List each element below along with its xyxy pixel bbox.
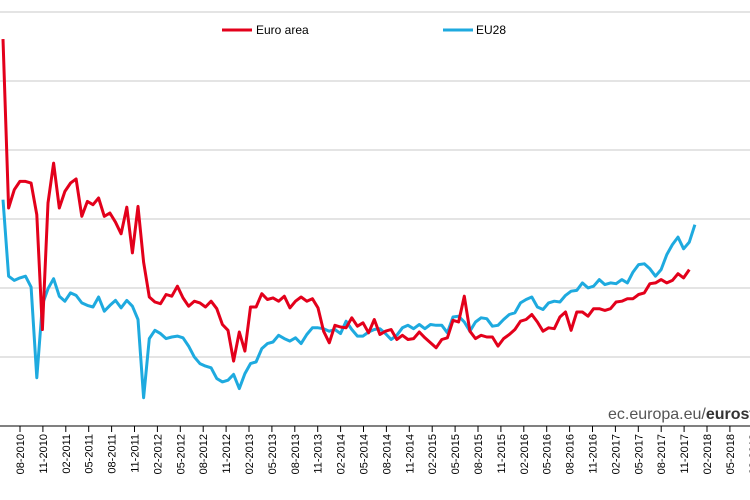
x-tick-label: 11-2012 [221,434,233,474]
source-credit: ec.europa.eu/eurost [608,406,750,423]
x-tick-label: 11-2010 [38,434,50,474]
x-tick-label: 11-2017 [679,434,691,474]
x-tick-label: 11-2011 [130,434,142,473]
x-tick-label: 05-2013 [267,434,279,474]
x-tick-label: 11-2013 [313,434,325,474]
x-tick-label: 08-2016 [565,434,577,474]
x-tick-label: 05-2018 [725,434,737,474]
x-tick-label: 05-2014 [359,434,371,474]
legend: Euro area EU28 [222,23,506,37]
x-tick-label: 08-2018 [748,434,750,474]
x-tick-label: 08-2017 [656,434,668,474]
x-tick-label: 05-2017 [633,434,645,474]
x-tick-label: 02-2018 [702,434,714,474]
x-tick-label: 02-2014 [336,434,348,474]
x-tick-label: 02-2012 [152,434,164,474]
x-tick-label: 02-2013 [244,434,256,474]
x-tick-label: 05-2016 [542,434,554,474]
x-tick-label: 11-2014 [404,434,416,474]
source-credit-prefix: ec.europa.eu/ [608,406,706,423]
x-tick-label: 05-2011 [84,434,96,474]
x-tick-label: 11-2015 [496,434,508,474]
x-tick-label: 08-2014 [381,434,393,474]
x-tick-label: 02-2011 [61,434,73,474]
x-axis: 08-2010 11-2010 02-2011 05-2011 08-2011 11-20… [0,425,750,474]
legend-euro-area-label: Euro area [256,23,309,37]
x-tick-label: 08-2013 [290,434,302,474]
x-tick-label: 08-2011 [107,434,119,474]
x-tick-label: 02-2017 [610,434,622,474]
x-tick-label: 08-2012 [198,434,210,474]
x-tick-label: 08-2015 [473,434,485,474]
x-tick-label: 05-2015 [450,434,462,474]
legend-eu28-label: EU28 [476,23,506,37]
x-tick-label: 02-2016 [519,434,531,474]
x-tick-label: 02-2015 [427,434,439,474]
series-euro-area-line [1,39,691,363]
x-tick-label: 08-2010 [15,434,27,474]
x-tick-label: 11-2016 [588,434,600,474]
x-tick-label: 05-2012 [175,434,187,474]
source-credit-bold: eurost [706,406,750,423]
series-eu28-line [1,199,697,400]
series-layer [1,39,697,400]
